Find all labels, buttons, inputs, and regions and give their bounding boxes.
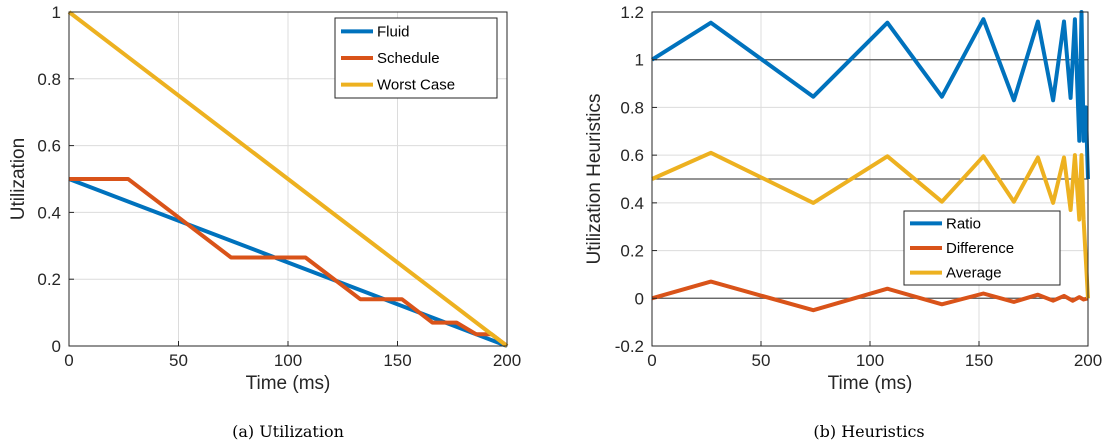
y-tick-label: 1.2 xyxy=(620,3,644,22)
y-tick-label: 0.8 xyxy=(37,70,61,89)
x-tick-label: 200 xyxy=(1074,351,1102,370)
series-line-average xyxy=(651,150,1090,299)
series-line-ratio xyxy=(650,10,1090,180)
y-tick-label: 0.6 xyxy=(37,137,61,156)
legend-label: Average xyxy=(946,265,1002,282)
legend-label: Worst Case xyxy=(377,77,455,94)
legend: Ratio Difference Average xyxy=(903,210,1061,286)
x-tick-label: 100 xyxy=(856,351,884,370)
x-tick-label: 150 xyxy=(383,351,411,370)
legend-label: Schedule xyxy=(377,50,440,67)
y-tick-label: 1 xyxy=(635,51,644,70)
caption-heuristics: (b) Heuristics xyxy=(813,422,924,441)
x-axis-label: Time (ms) xyxy=(246,373,331,394)
x-tick-label: 0 xyxy=(647,351,656,370)
legend-label: Ratio xyxy=(946,215,981,232)
y-axis-label: Utilization xyxy=(8,138,29,220)
y-tick-label: 0 xyxy=(635,289,644,308)
legend-label: Fluid xyxy=(377,23,410,40)
y-tick-label: 0 xyxy=(52,337,61,356)
panel-utilization: (a) Utilization 0 50 100 150 200 0 0.2 0.4 0.6 0.… xyxy=(8,3,521,441)
x-tick-label: 50 xyxy=(752,351,771,370)
legend: Fluid Schedule Worst Case xyxy=(334,17,498,99)
y-tick-label: -0.2 xyxy=(615,337,644,356)
y-tick-label: 0.2 xyxy=(620,242,644,261)
x-tick-label: 100 xyxy=(274,351,302,370)
y-tick-label: 0.6 xyxy=(620,146,644,165)
x-tick-label: 0 xyxy=(64,351,73,370)
y-tick-label: 1 xyxy=(52,3,61,22)
panel-heuristics: (b) Heuristics 0 50 100 150 200-0.200.20.40.… xyxy=(584,3,1102,441)
series-line-difference xyxy=(651,279,1089,313)
y-tick-label: 0.4 xyxy=(620,194,644,213)
x-tick-label: 50 xyxy=(169,351,188,370)
series-line-worst-case xyxy=(67,10,509,348)
x-axis-label: Time (ms) xyxy=(828,373,913,394)
y-tick-label: 0.8 xyxy=(620,98,644,117)
y-tick-label: 0.2 xyxy=(37,270,61,289)
series-line-schedule xyxy=(69,177,509,348)
y-axis-label: Utilization Heuristics xyxy=(584,93,605,264)
x-tick-label: 200 xyxy=(493,351,521,370)
caption-utilization: (a) Utilization xyxy=(232,422,344,441)
y-tick-label: 0.4 xyxy=(37,203,61,222)
x-tick-label: 150 xyxy=(965,351,993,370)
series-line-fluid xyxy=(68,177,508,348)
legend-label: Difference xyxy=(946,240,1014,257)
